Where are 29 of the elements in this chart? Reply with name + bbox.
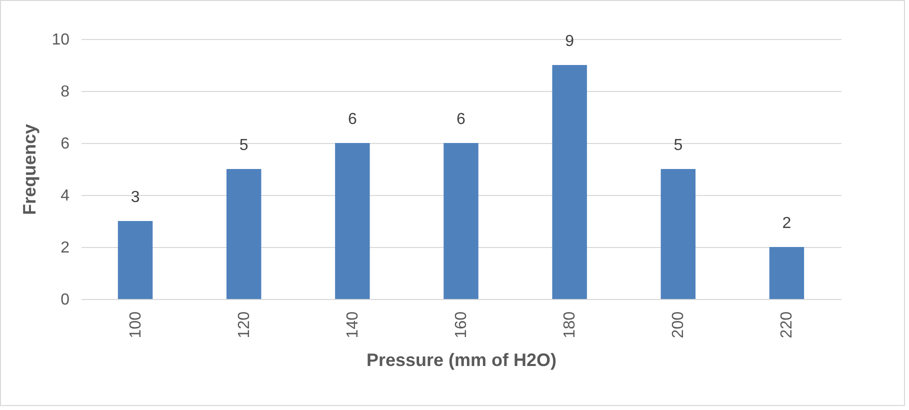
bar — [444, 143, 478, 299]
data-label: 3 — [130, 189, 140, 206]
data-label: 2 — [782, 215, 792, 232]
bar — [335, 143, 370, 299]
bar — [552, 65, 587, 299]
x-tick-label: 140 — [344, 311, 362, 338]
x-tick-label: 120 — [236, 311, 253, 338]
y-tick-label: 8 — [60, 84, 70, 100]
x-tick-label: 220 — [778, 311, 796, 338]
data-label: 5 — [674, 137, 683, 154]
y-tick-label: 0 — [60, 292, 70, 308]
bar — [769, 247, 804, 299]
x-tick-label: 100 — [127, 311, 144, 338]
data-label: 5 — [239, 137, 248, 154]
x-tick-label: 200 — [670, 311, 688, 338]
x-tick-label: 180 — [562, 311, 579, 338]
data-label: 6 — [456, 111, 466, 128]
x-tick-label: 160 — [453, 311, 470, 338]
y-tick-label: 10 — [52, 32, 70, 48]
y-axis-title: Frequency — [20, 124, 40, 216]
bar — [118, 221, 153, 299]
y-tick-label: 4 — [60, 188, 70, 204]
bar — [660, 169, 696, 299]
y-tick-label: 2 — [60, 240, 70, 256]
bar — [226, 169, 262, 299]
data-label: 6 — [348, 111, 357, 128]
y-tick-label: 6 — [60, 136, 70, 152]
x-axis-title: Pressure (mm of H2O) — [366, 350, 557, 370]
data-label: 9 — [565, 33, 574, 50]
